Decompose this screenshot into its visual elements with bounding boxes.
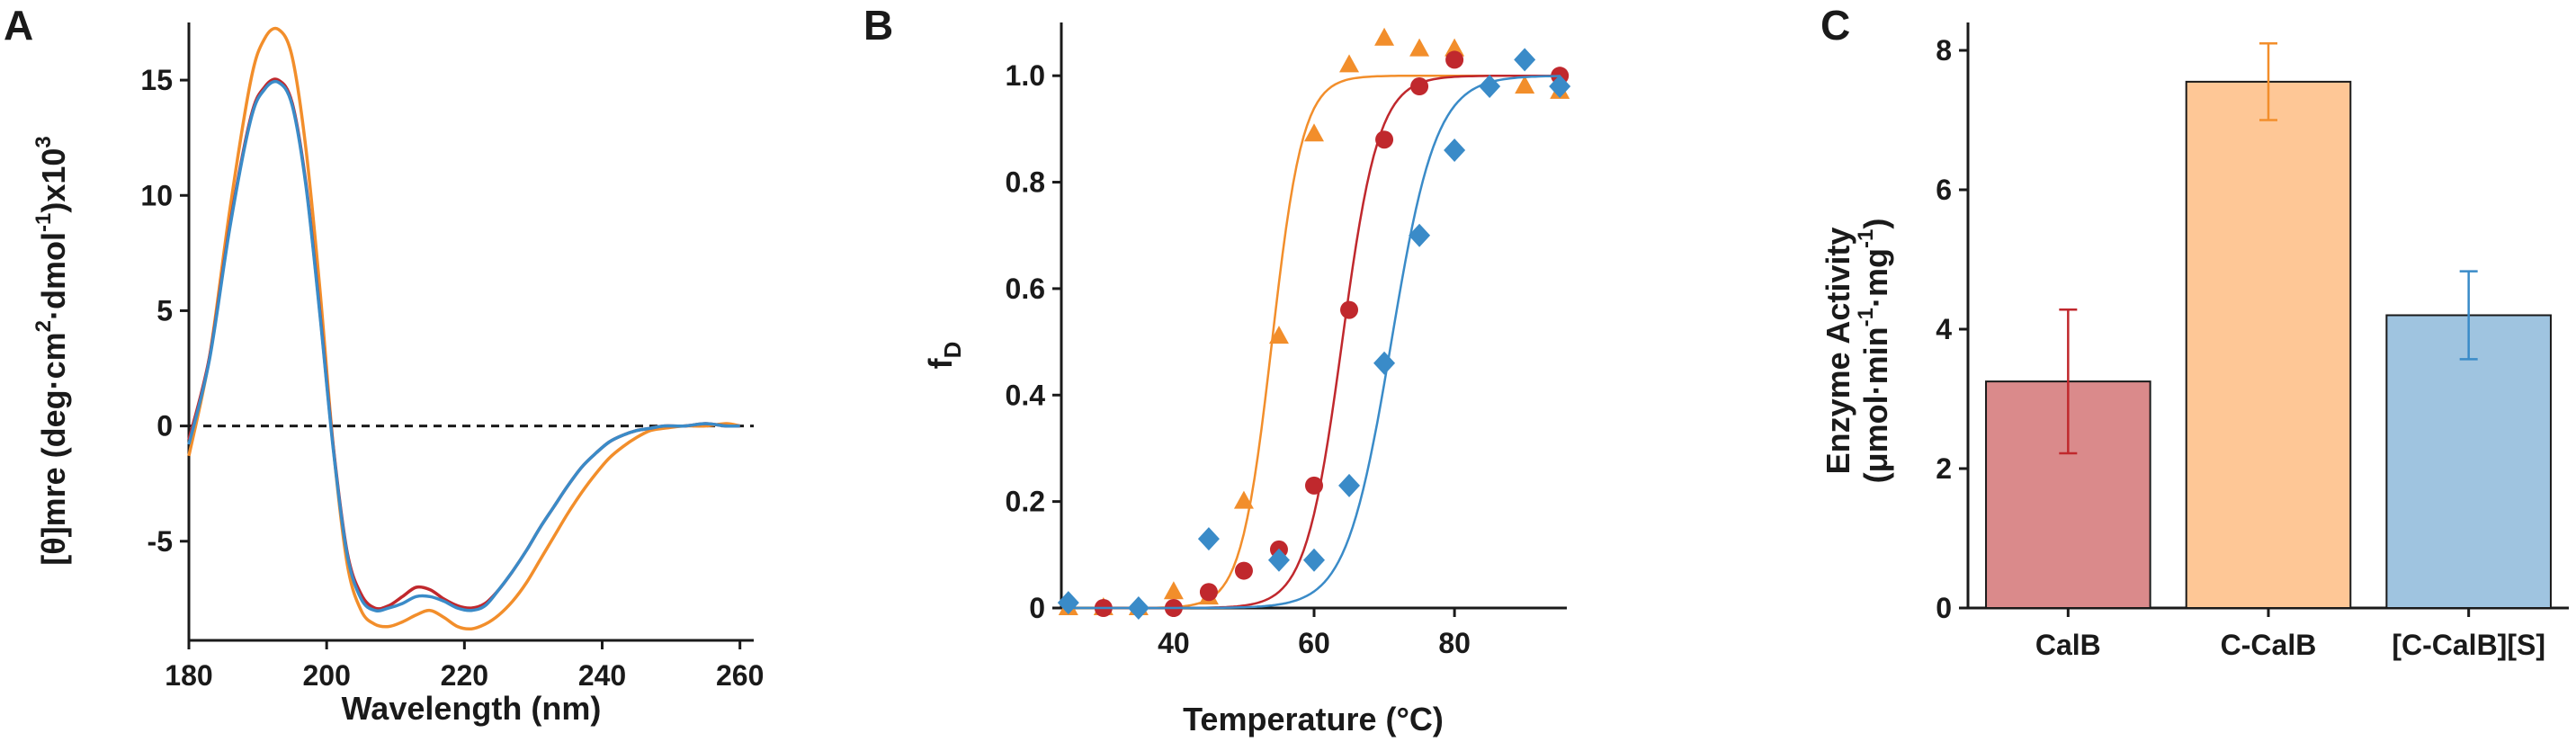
category-label: C-CalB <box>2221 629 2317 661</box>
y-tick-label: 0.2 <box>1006 486 1045 518</box>
data-point-triangle <box>1339 54 1360 73</box>
panel-b-x-axis-title: Temperature (°C) <box>1183 701 1444 738</box>
x-tick-label: 60 <box>1298 627 1330 659</box>
data-point-diamond <box>1303 548 1325 572</box>
data-point-circle <box>1445 50 1464 69</box>
y-tick-label: 0 <box>1936 592 1952 624</box>
data-point-triangle <box>1374 27 1395 46</box>
data-point-triangle <box>1445 38 1465 57</box>
data-point-circle <box>1340 300 1359 319</box>
data-point-triangle <box>1163 581 1184 600</box>
data-point-circle <box>1199 583 1218 602</box>
category-label: CalB <box>2035 629 2101 661</box>
y-tick-label: 0.6 <box>1006 273 1045 305</box>
x-tick-label: 180 <box>165 659 212 692</box>
cd-spectrum-plot: 180 200 220 240 260 -5 0 5 10 15 <box>140 22 764 692</box>
y-tick-label: 0 <box>1029 592 1045 624</box>
y-tick-label: 15 <box>140 64 173 96</box>
y-tick-label: 6 <box>1936 174 1952 206</box>
data-point-triangle <box>1409 38 1430 57</box>
x-tick-label: 200 <box>302 659 350 692</box>
fit-curve-3 <box>1068 75 1561 610</box>
data-point-diamond <box>1514 48 1536 72</box>
data-point-circle <box>1234 561 1253 580</box>
data-point-diamond <box>1444 139 1466 163</box>
y-tick-label: 0 <box>157 410 173 443</box>
x-tick-label: 240 <box>578 659 626 692</box>
data-point-triangle <box>1304 123 1324 142</box>
category-label: [C-CalB][S] <box>2392 629 2545 661</box>
y-tick-label: 2 <box>1936 452 1952 485</box>
data-point-circle <box>1375 130 1394 149</box>
panel-a-y-axis-title: [θ]mre (deg·cm2·dmol-1)x103 <box>31 136 72 566</box>
y-tick-label: 0.4 <box>1006 379 1046 411</box>
panel-b-letter: B <box>863 2 893 49</box>
x-tick-label: 220 <box>441 659 488 692</box>
fit-curve-2 <box>1103 74 1561 610</box>
data-point-diamond <box>1479 75 1501 99</box>
data-point-diamond <box>1057 591 1079 615</box>
panel-a-x-axis-title: Wavelength (nm) <box>342 690 602 727</box>
denatured-fraction-plot: 40 60 80 0 0.2 0.4 0.6 0.8 1.0 <box>1006 22 1571 659</box>
y-tick-label: -5 <box>148 525 173 558</box>
y-tick-label: 5 <box>157 294 173 326</box>
data-point-triangle <box>1233 490 1254 509</box>
panel-a-letter: A <box>4 2 33 49</box>
y-tick-label: 1.0 <box>1006 59 1045 92</box>
data-point-diamond <box>1409 223 1431 247</box>
y-tick-label: 0.8 <box>1006 166 1045 199</box>
cd-spectrum-line-1 <box>187 26 741 631</box>
data-point-circle <box>1305 476 1323 495</box>
cd-spectrum-line-2 <box>187 77 740 611</box>
enzyme-activity-bar-plot: 0 2 4 6 8 CalB C-CalB [C-CalB][S] <box>1936 22 2569 661</box>
fit-curve-1 <box>1068 74 1561 610</box>
y-tick-label: 8 <box>1936 34 1952 67</box>
bar-2 <box>2185 80 2352 609</box>
data-point-triangle <box>1268 326 1289 344</box>
data-point-triangle <box>1515 76 1535 94</box>
cd-spectrum-line-3 <box>187 79 740 612</box>
data-point-diamond <box>1373 351 1396 375</box>
panel-c-y-axis-title-line2: (μmol·min-1·mg-1) <box>1854 219 1894 484</box>
data-point-diamond <box>1197 527 1220 551</box>
x-tick-label: 80 <box>1438 627 1471 659</box>
panel-b-y-axis-title: fD <box>922 342 966 370</box>
panel-c-y-axis-title-line1: Enzyme Activity <box>1820 228 1856 475</box>
data-point-diamond <box>1338 473 1361 497</box>
data-point-diamond <box>1127 596 1149 620</box>
panel-c-letter: C <box>1820 2 1850 49</box>
data-point-circle <box>1410 77 1429 96</box>
panel-c-chart: 0 2 4 6 8 CalB C-CalB [C-CalB][S] Enzyme Activi… <box>1820 22 2569 661</box>
x-tick-label: 40 <box>1158 627 1190 659</box>
y-tick-label: 4 <box>1936 313 1952 345</box>
y-tick-label: 10 <box>140 179 173 211</box>
x-tick-label: 260 <box>716 659 764 692</box>
data-point-diamond <box>1549 75 1571 99</box>
data-point-diamond <box>1267 548 1290 572</box>
